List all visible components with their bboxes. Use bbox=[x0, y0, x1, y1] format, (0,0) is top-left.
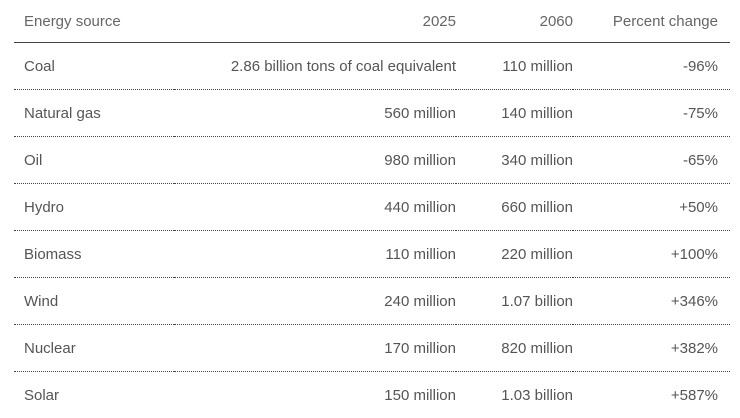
cell-percent-change: +382% bbox=[573, 325, 730, 372]
cell-2025: 150 million bbox=[174, 372, 456, 418]
header-percent-change: Percent change bbox=[573, 0, 730, 43]
cell-energy-source: Coal bbox=[14, 43, 174, 90]
table-row: Coal 2.86 billion tons of coal equivalen… bbox=[14, 43, 730, 90]
cell-2025: 560 million bbox=[174, 90, 456, 137]
cell-percent-change: +100% bbox=[573, 231, 730, 278]
cell-2060: 220 million bbox=[456, 231, 573, 278]
header-row: Energy source 2025 2060 Percent change bbox=[14, 0, 730, 43]
table-row: Nuclear 170 million 820 million +382% bbox=[14, 325, 730, 372]
cell-energy-source: Oil bbox=[14, 137, 174, 184]
cell-2060: 1.03 billion bbox=[456, 372, 573, 418]
header-energy-source: Energy source bbox=[14, 0, 174, 43]
cell-2025: 980 million bbox=[174, 137, 456, 184]
cell-2025: 440 million bbox=[174, 184, 456, 231]
table-row: Wind 240 million 1.07 billion +346% bbox=[14, 278, 730, 325]
cell-2025: 2.86 billion tons of coal equivalent bbox=[174, 43, 456, 90]
cell-percent-change: +50% bbox=[573, 184, 730, 231]
cell-2025: 110 million bbox=[174, 231, 456, 278]
header-2025: 2025 bbox=[174, 0, 456, 43]
table-row: Oil 980 million 340 million -65% bbox=[14, 137, 730, 184]
table-header: Energy source 2025 2060 Percent change bbox=[14, 0, 730, 43]
cell-2060: 140 million bbox=[456, 90, 573, 137]
cell-energy-source: Biomass bbox=[14, 231, 174, 278]
cell-percent-change: -65% bbox=[573, 137, 730, 184]
table-body: Coal 2.86 billion tons of coal equivalen… bbox=[14, 43, 730, 418]
header-2060: 2060 bbox=[456, 0, 573, 43]
table-row: Solar 150 million 1.03 billion +587% bbox=[14, 372, 730, 418]
energy-table: Energy source 2025 2060 Percent change C… bbox=[14, 0, 730, 418]
cell-percent-change: +346% bbox=[573, 278, 730, 325]
cell-energy-source: Hydro bbox=[14, 184, 174, 231]
energy-table-container: Energy source 2025 2060 Percent change C… bbox=[0, 0, 740, 406]
cell-percent-change: -75% bbox=[573, 90, 730, 137]
cell-2060: 660 million bbox=[456, 184, 573, 231]
cell-percent-change: +587% bbox=[573, 372, 730, 418]
table-row: Hydro 440 million 660 million +50% bbox=[14, 184, 730, 231]
cell-energy-source: Nuclear bbox=[14, 325, 174, 372]
cell-2060: 1.07 billion bbox=[456, 278, 573, 325]
table-row: Biomass 110 million 220 million +100% bbox=[14, 231, 730, 278]
cell-2025: 240 million bbox=[174, 278, 456, 325]
cell-energy-source: Solar bbox=[14, 372, 174, 418]
cell-percent-change: -96% bbox=[573, 43, 730, 90]
cell-energy-source: Natural gas bbox=[14, 90, 174, 137]
cell-energy-source: Wind bbox=[14, 278, 174, 325]
cell-2060: 110 million bbox=[456, 43, 573, 90]
cell-2060: 820 million bbox=[456, 325, 573, 372]
cell-2060: 340 million bbox=[456, 137, 573, 184]
cell-2025: 170 million bbox=[174, 325, 456, 372]
table-row: Natural gas 560 million 140 million -75% bbox=[14, 90, 730, 137]
